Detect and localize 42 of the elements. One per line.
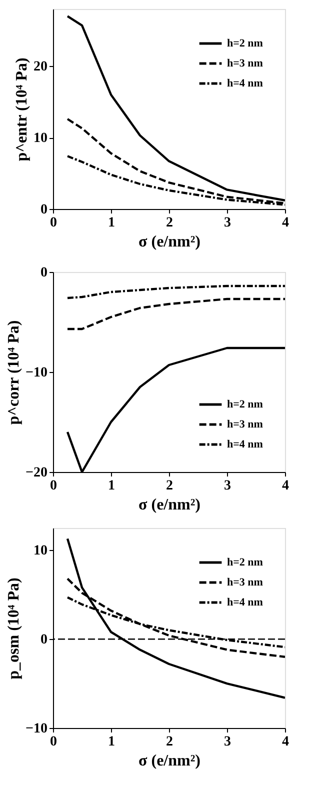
y-tick-label: −20 <box>26 466 48 480</box>
y-tick-label: 0 <box>40 202 48 218</box>
legend-label: h=4 nm <box>227 78 263 90</box>
y-tick-label: 20 <box>34 60 48 75</box>
legend-label: h=2 nm <box>227 38 263 50</box>
legend-label: h=3 nm <box>227 58 263 70</box>
x-tick-label: 4 <box>282 216 289 230</box>
legend-label: h=4 nm <box>227 438 263 450</box>
x-axis-title: σ (e/nm²) <box>138 234 200 250</box>
x-tick-label: 1 <box>108 478 115 494</box>
legend-label: h=3 nm <box>227 576 263 588</box>
y-tick-label: −10 <box>26 366 48 380</box>
x-tick-label: 0 <box>50 734 57 750</box>
y-tick-label: 10 <box>34 131 48 146</box>
x-tick-label: 2 <box>166 478 173 494</box>
y-tick-label: 0 <box>40 266 48 280</box>
legend-label: h=2 nm <box>227 398 263 410</box>
y-tick-label: 0 <box>40 632 48 648</box>
y-axis-title: p^corr (10⁴ Pa) <box>6 320 23 425</box>
y-tick-label: −10 <box>26 722 48 736</box>
legend-label: h=4 nm <box>227 596 263 608</box>
legend-label: h=3 nm <box>227 418 263 430</box>
x-tick-label: 2 <box>166 216 173 230</box>
x-tick-label: 1 <box>108 216 115 230</box>
line-series <box>66 298 285 330</box>
line-series <box>66 284 285 300</box>
x-axis-title: σ (e/nm²) <box>138 752 200 770</box>
y-axis-title: p^entr (10⁴ Pa) <box>14 58 30 162</box>
x-tick-label: 4 <box>282 734 289 750</box>
x-tick-label: 0 <box>50 216 57 230</box>
x-tick-label: 1 <box>108 734 115 750</box>
line-series <box>66 15 285 202</box>
legend-label: h=2 nm <box>227 556 263 568</box>
x-tick-label: 3 <box>224 478 231 494</box>
x-tick-label: 4 <box>282 478 289 494</box>
x-tick-label: 3 <box>224 216 231 230</box>
x-tick-label: 3 <box>224 734 231 750</box>
y-axis-title: p_osm (10⁴ Pa) <box>6 578 23 680</box>
x-axis-title: σ (e/nm²) <box>138 496 200 514</box>
x-tick-label: 2 <box>166 734 173 750</box>
y-tick-label: 10 <box>34 544 48 559</box>
x-tick-label: 0 <box>50 478 57 494</box>
